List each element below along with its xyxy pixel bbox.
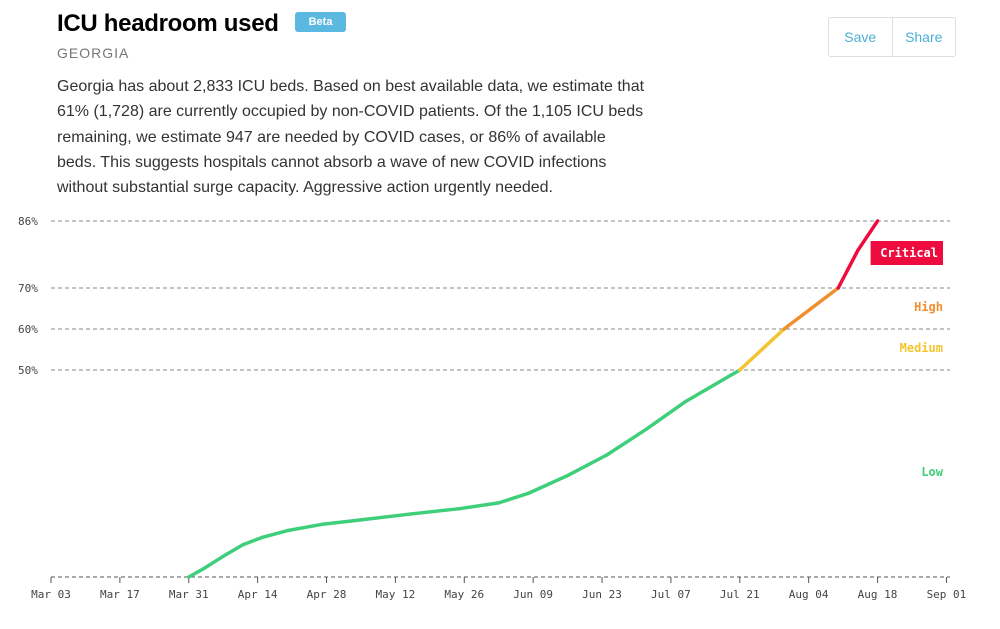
series-segment-low [359,512,412,522]
x-tick-label: Apr 28 [307,588,347,601]
series-segment-low [260,528,289,540]
x-tick-label: Apr 14 [238,588,278,601]
x-tick-label: Jun 23 [582,588,622,601]
series-segment-low [285,522,324,533]
series-segment-low [201,554,225,571]
x-tick-label: Mar 31 [169,588,209,601]
series-segment-low [319,518,363,527]
series-segment-low [605,427,649,457]
series-segment-low [457,501,501,511]
series-segment-critical [836,248,860,290]
share-button[interactable]: Share [891,18,956,56]
x-tick-label: Jun 09 [513,588,553,601]
title-row: ICU headroom used Beta [57,10,347,38]
save-button[interactable]: Save [844,29,877,45]
series-segment-low [644,399,688,431]
summary-text: Georgia has about 2,833 ICU beds. Based … [57,78,645,197]
series-segment-high [782,286,840,331]
zone-label-medium: Medium [900,341,943,355]
zone-label-low: Low [921,465,943,479]
zone-label-critical: Critical [880,246,938,260]
y-tick-label: 50% [18,364,38,377]
x-tick-label: Jul 21 [720,588,760,601]
series-segment-low [526,473,570,496]
x-tick-label: Mar 03 [31,588,71,601]
series-segment-low [683,368,742,404]
y-tick-label: 86% [18,215,38,228]
zone-label-high: High [914,300,943,314]
header: ICU headroom used Beta GEORGIA [57,10,347,61]
x-tick-label: Jul 07 [651,588,691,601]
series-segment-low [496,491,530,505]
x-tick-label: Aug 18 [858,588,898,601]
beta-badge: Beta [294,12,347,32]
series-segment-low [187,566,206,579]
series-segment-low [565,453,609,478]
page-title: ICU headroom used [57,10,279,37]
series-segment-low [221,542,245,559]
zone-label-bg-critical [870,241,943,265]
x-tick-label: Mar 17 [100,588,140,601]
y-tick-label: 60% [18,323,38,336]
region-label: GEORGIA [57,45,130,61]
series-segment-low [241,535,265,547]
series-segment-critical [856,219,880,253]
x-tick-label: Sep 01 [927,588,967,601]
x-tick-label: May 26 [444,588,484,601]
series-segment-low [408,506,462,516]
series-segment-medium [738,327,786,372]
action-buttons: Save Share [828,17,956,57]
y-tick-label: 70% [18,282,38,295]
x-tick-label: May 12 [376,588,416,601]
x-tick-label: Aug 04 [789,588,829,601]
